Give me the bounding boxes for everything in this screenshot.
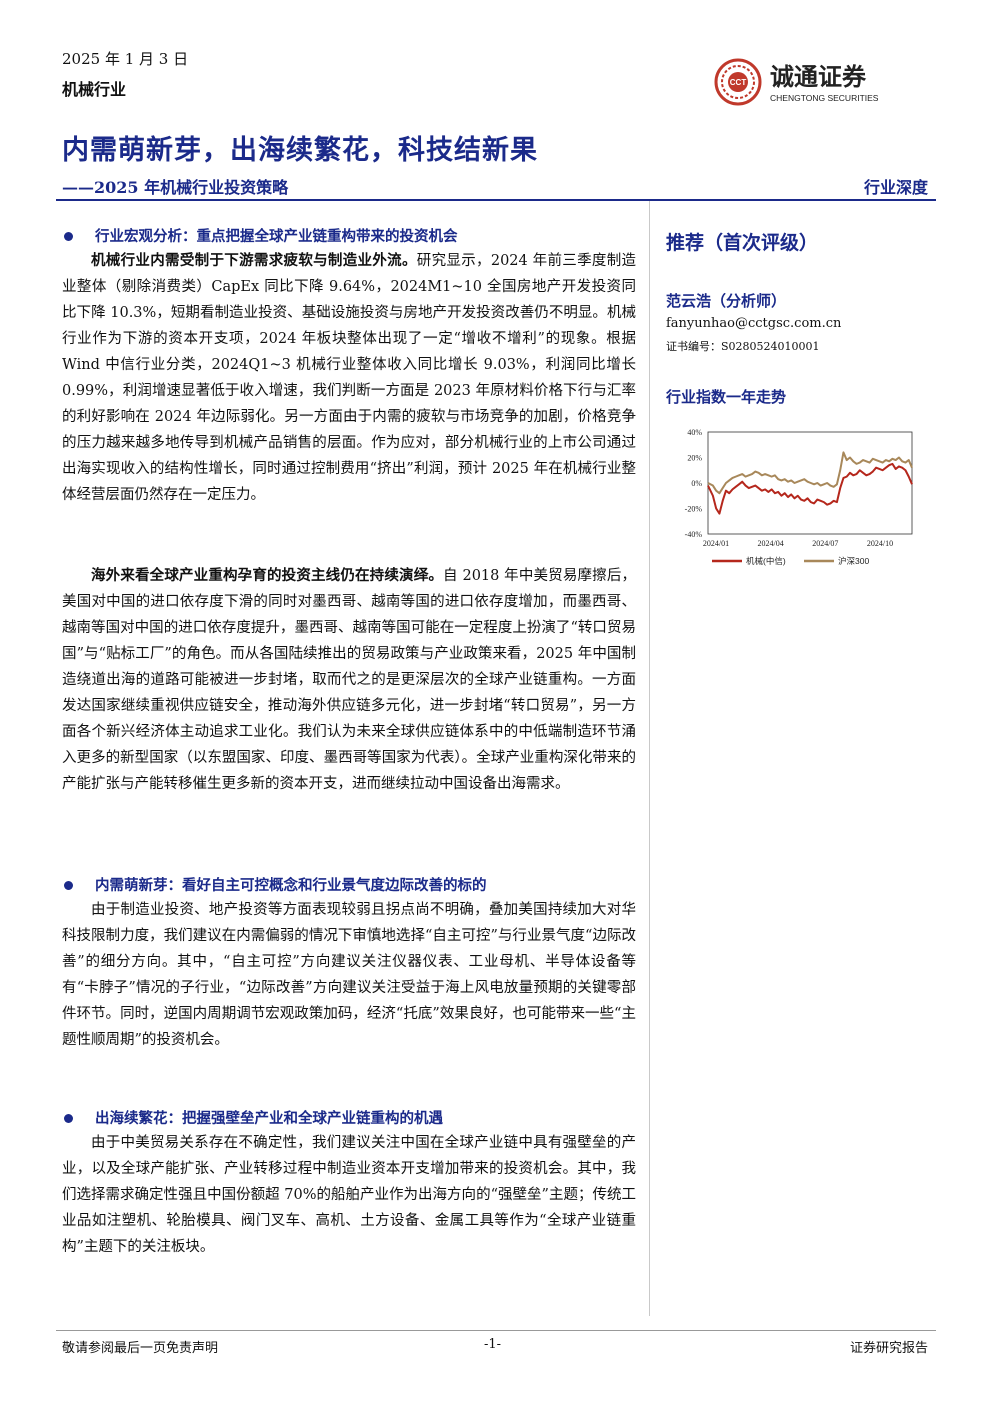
- header-divider: [56, 199, 936, 201]
- bullet-icon: [64, 232, 73, 241]
- certificate-number: 证书编号：S0280524010001: [666, 340, 820, 353]
- page-number: -1-: [484, 1337, 502, 1352]
- logo-graphic: CCT 诚通证券 CHENGTONG SECURITIES: [714, 58, 879, 106]
- report-subtitle: ——2025 年机械行业投资策略: [62, 178, 289, 197]
- section-macro: 行业宏观分析：重点把握全球产业链重构带来的投资机会 机械行业内需受制于下游需求疲…: [62, 226, 636, 508]
- paragraph: 由于制造业投资、地产投资等方面表现较弱且拐点尚不明确，叠加美国持续加大对华科技限…: [62, 897, 636, 1053]
- analyst-name: 范云浩（分析师）: [666, 292, 787, 310]
- section-heading: 行业宏观分析：重点把握全球产业链重构带来的投资机会: [62, 226, 636, 248]
- paragraph: 由于中美贸易关系存在不确定性，我们建议关注中国在全球产业链中具有强壁垒的产业，以…: [62, 1130, 636, 1260]
- footer-report-label: 证券研究报告: [849, 1341, 928, 1356]
- report-type-label: 行业深度: [863, 178, 928, 197]
- logo-mark: CCT: [730, 78, 747, 87]
- section-overseas: 出海续繁花：把握强壁垒产业和全球产业链重构的机遇 由于中美贸易关系存在不确定性，…: [62, 1108, 636, 1260]
- paragraph-text: 研究显示，2024 年前三季度制造业整体（剔除消费类）CapEx 同比下降 9.…: [62, 253, 637, 503]
- paragraph-text: 由于制造业投资、地产投资等方面表现较弱且拐点尚不明确，叠加美国持续加大对华科技限…: [62, 902, 636, 1048]
- y-tick-label: -40%: [685, 530, 703, 539]
- paragraph-lead: 机械行业内需受制于下游需求疲软与制造业外流。: [91, 252, 417, 269]
- y-tick-label: 20%: [687, 454, 702, 463]
- logo-text: 诚通证券: [770, 63, 867, 91]
- industry-label: 机械行业: [62, 80, 127, 99]
- paragraph: 海外来看全球产业重构孕育的投资主线仍在持续演绎。自 2018 年中美贸易摩擦后，…: [62, 563, 636, 797]
- x-tick-label: 2024/07: [812, 539, 838, 548]
- paragraph-text: 自 2018 年中美贸易摩擦后，美国对中国的进口依存度下滑的同时对墨西哥、越南等…: [62, 568, 636, 792]
- report-date: 2025 年 1 月 3 日: [62, 50, 189, 68]
- bullet-icon: [64, 1114, 73, 1123]
- section-domestic: 内需萌新芽：看好自主可控概念和行业景气度边际改善的标的 由于制造业投资、地产投资…: [62, 875, 636, 1053]
- legend-label: 沪深300: [838, 556, 869, 566]
- paragraph-text: 由于中美贸易关系存在不确定性，我们建议关注中国在全球产业链中具有强壁垒的产业，以…: [62, 1135, 636, 1255]
- footer-disclaimer[interactable]: 敬请参阅最后一页免责声明: [62, 1341, 219, 1356]
- chart-svg: 40% 20% 0% -20% -40%2024/01 2024/04 2024/07 202…: [685, 428, 913, 566]
- company-logo: CCT 诚通证券 CHENGTONG SECURITIES: [712, 55, 902, 109]
- x-tick-label: 2024/01: [703, 539, 729, 548]
- x-tick-label: 2024/04: [758, 539, 784, 548]
- section-heading: 内需萌新芽：看好自主可控概念和行业景气度边际改善的标的: [62, 875, 636, 897]
- footer-divider: [56, 1330, 936, 1331]
- analyst-email[interactable]: fanyunhao@cctgsc.com.cn: [666, 316, 842, 331]
- legend-label: 机械(中信): [746, 556, 786, 566]
- paragraph-lead: 海外来看全球产业重构孕育的投资主线仍在持续演绎。: [91, 567, 444, 584]
- index-trend-chart: 40% 20% 0% -20% -40% 2024/01 2024/04 2024/07 202…: [668, 420, 930, 580]
- series-line: [707, 462, 913, 515]
- paragraph: 机械行业内需受制于下游需求疲软与制造业外流。研究显示，2024 年前三季度制造业…: [62, 248, 636, 508]
- series-line: [707, 451, 913, 495]
- bullet-icon: [64, 881, 73, 890]
- y-tick-label: 40%: [687, 428, 702, 437]
- x-tick-label: 2024/10: [867, 539, 893, 548]
- column-divider: [649, 201, 650, 1316]
- section-heading: 出海续繁花：把握强壁垒产业和全球产业链重构的机遇: [62, 1108, 636, 1130]
- section-macro-overseas: 海外来看全球产业重构孕育的投资主线仍在持续演绎。自 2018 年中美贸易摩擦后，…: [62, 563, 636, 797]
- y-tick-label: 0%: [691, 479, 702, 488]
- chart-title: 行业指数一年走势: [666, 388, 787, 406]
- y-tick-label: -20%: [685, 505, 703, 514]
- report-title: 内需萌新芽，出海续繁花，科技结新果: [62, 135, 538, 166]
- logo-subtext: CHENGTONG SECURITIES: [770, 93, 879, 103]
- rating: 推荐（首次评级）: [666, 232, 819, 254]
